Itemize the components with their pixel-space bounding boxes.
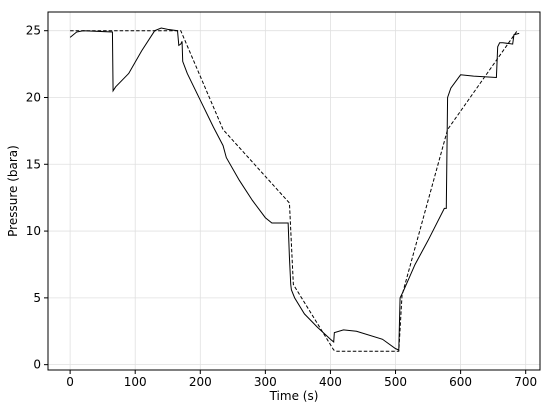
x-tick-label: 700 [514,375,537,389]
plot-frame [47,11,541,371]
x-tick-label: 300 [254,375,277,389]
y-tick-label: 20 [26,90,41,104]
x-tick-label: 600 [449,375,472,389]
y-tick-label: 0 [33,358,41,372]
y-tick-label: 5 [33,291,41,305]
x-tick-label: 400 [319,375,342,389]
y-tick-label: 10 [26,224,41,238]
y-axis-label: Pressure (bara) [6,145,20,237]
x-axis-label: Time (s) [269,389,319,403]
x-tick-label: 0 [66,375,74,389]
y-tick-label: 25 [26,24,41,38]
x-tick-label: 200 [189,375,212,389]
data-line [70,30,518,352]
y-tick-label: 15 [26,157,41,171]
x-tick-label: 100 [124,375,147,389]
x-tick-label: 500 [384,375,407,389]
data-line [69,27,520,351]
